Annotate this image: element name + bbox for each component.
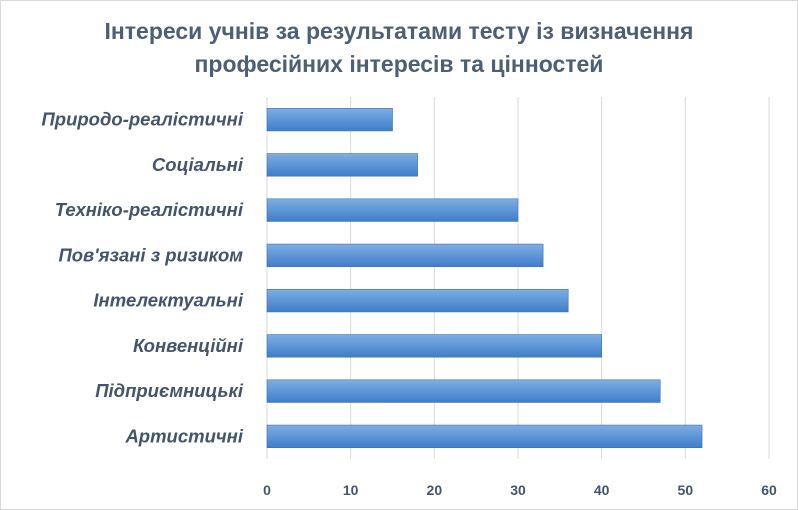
category-label: Соціальні: [152, 154, 244, 175]
x-tick-label: 60: [761, 482, 777, 498]
x-axis-tick-labels: 0 10 20 30 40 50 60: [263, 482, 777, 498]
x-tick-label: 20: [427, 482, 443, 498]
category-label: Інтелектуальні: [93, 290, 243, 311]
category-label: Артистичні: [124, 425, 243, 446]
bar: [266, 424, 703, 448]
category-labels: Природо-реалістичні Соціальні Техніко-реал…: [41, 109, 243, 447]
chart-title-line-2: професійних інтересів та цінностей: [194, 51, 604, 77]
x-tick-label: 10: [343, 482, 359, 498]
bar: [266, 243, 544, 267]
category-label: Техніко-реалістичні: [55, 199, 244, 220]
bar: [266, 153, 418, 177]
bar: [266, 379, 661, 403]
x-tick-label: 50: [678, 482, 694, 498]
category-label: Підприємницькі: [95, 380, 244, 401]
bar: [266, 334, 602, 358]
bar: [266, 289, 569, 313]
chart-title-line-1: Інтереси учнів за результатами тесту із …: [104, 18, 694, 44]
bars: [266, 108, 703, 448]
category-label: Природо-реалістичні: [41, 109, 243, 130]
gridlines: [266, 97, 770, 459]
category-label: Пов'язані з ризиком: [58, 244, 243, 265]
bar: [266, 198, 519, 222]
bar: [266, 108, 393, 132]
chart-title: Інтереси учнів за результатами тесту із …: [1, 15, 797, 81]
x-tick-label: 0: [263, 482, 271, 498]
x-tick-label: 40: [594, 482, 610, 498]
category-label: Конвенційні: [133, 335, 244, 356]
x-tick-label: 30: [510, 482, 526, 498]
